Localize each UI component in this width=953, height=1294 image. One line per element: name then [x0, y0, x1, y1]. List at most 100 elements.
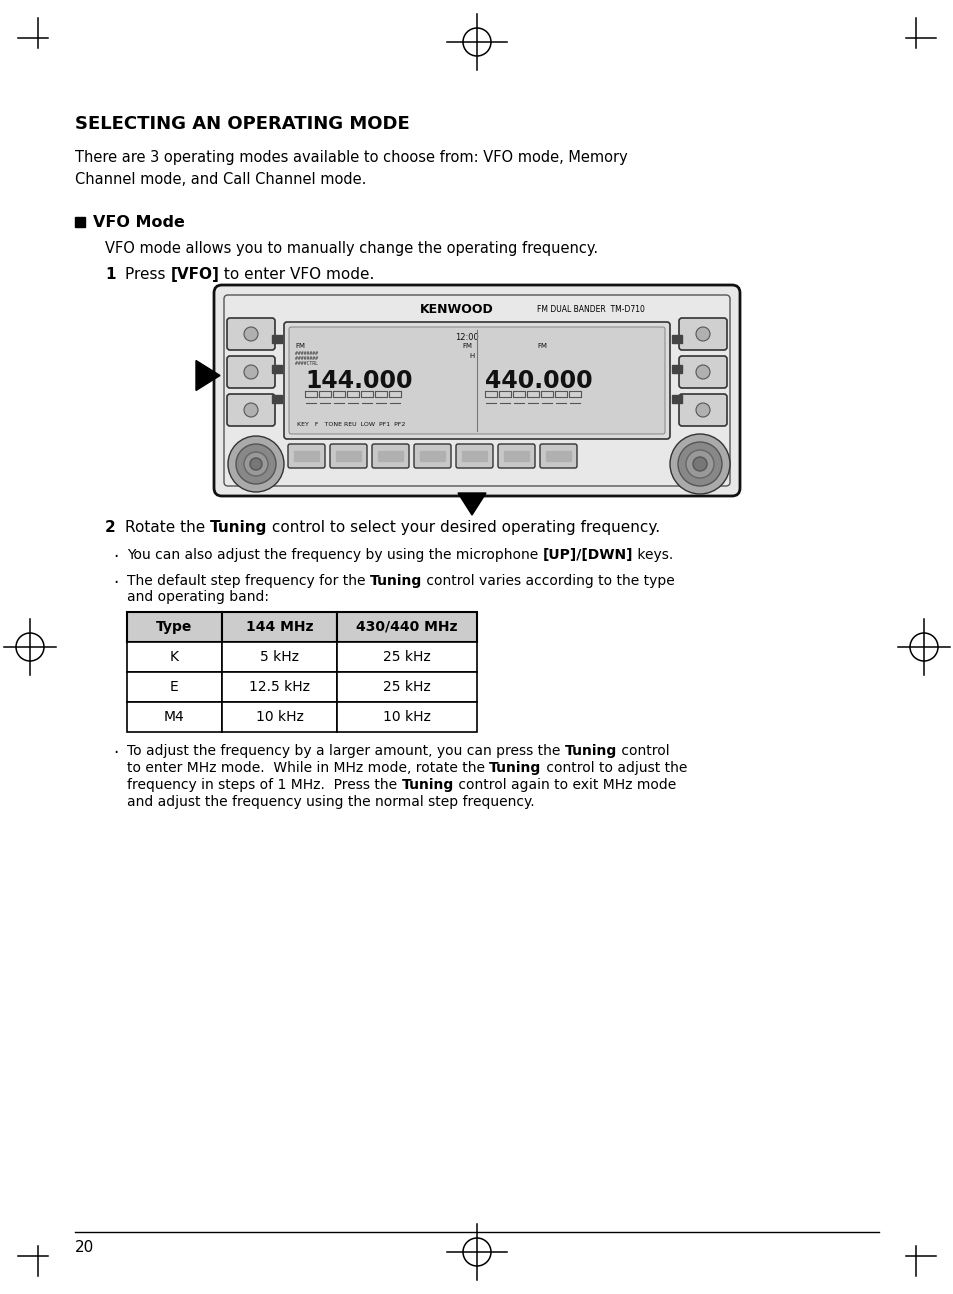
Circle shape [244, 365, 257, 379]
Circle shape [685, 450, 713, 477]
Bar [671, 335, 681, 343]
Text: 2: 2 [105, 520, 115, 534]
Circle shape [235, 444, 275, 484]
Text: K: K [170, 650, 179, 664]
Text: control to select your desired operating frequency.: control to select your desired operating… [267, 520, 659, 534]
Circle shape [228, 436, 284, 492]
Text: Tuning: Tuning [210, 520, 267, 534]
Text: Rotate the: Rotate the [125, 520, 210, 534]
Bar [127, 672, 222, 703]
Text: [UP]/[DWN]: [UP]/[DWN] [542, 547, 633, 562]
Text: E: E [170, 681, 178, 694]
Bar [222, 703, 336, 732]
Bar [377, 452, 402, 461]
FancyBboxPatch shape [227, 318, 274, 349]
FancyBboxPatch shape [497, 444, 535, 468]
Bar [222, 642, 336, 672]
Circle shape [696, 327, 709, 342]
Text: To adjust the frequency by a larger amount, you can press the: To adjust the frequency by a larger amou… [127, 744, 564, 758]
Bar [127, 612, 222, 642]
Text: 20: 20 [75, 1240, 94, 1255]
Circle shape [692, 457, 706, 471]
Bar [336, 703, 476, 732]
FancyBboxPatch shape [679, 318, 726, 349]
Text: [VFO]: [VFO] [171, 267, 219, 282]
Bar [671, 365, 681, 373]
Text: VFO Mode: VFO Mode [92, 215, 185, 230]
Bar [545, 452, 571, 461]
Bar [503, 452, 529, 461]
Text: 25 kHz: 25 kHz [383, 650, 431, 664]
Circle shape [696, 402, 709, 417]
Text: FM: FM [537, 343, 546, 349]
Text: 10 kHz: 10 kHz [383, 710, 431, 725]
Text: 430/440 MHz: 430/440 MHz [355, 620, 457, 634]
Text: 144 MHz: 144 MHz [246, 620, 313, 634]
Text: 1: 1 [105, 267, 115, 282]
Text: to enter VFO mode.: to enter VFO mode. [219, 267, 375, 282]
Text: keys.: keys. [633, 547, 673, 562]
Bar [75, 217, 85, 226]
Bar [336, 642, 476, 672]
FancyBboxPatch shape [213, 285, 740, 496]
Text: VFO mode allows you to manually change the operating frequency.: VFO mode allows you to manually change t… [105, 241, 598, 256]
Bar [127, 703, 222, 732]
Text: H: H [469, 353, 475, 358]
Text: Press: Press [125, 267, 171, 282]
FancyBboxPatch shape [372, 444, 409, 468]
Text: control again to exit MHz mode: control again to exit MHz mode [454, 778, 676, 792]
Text: ########: ######## [294, 356, 317, 361]
Text: FM: FM [461, 343, 472, 349]
Text: 10 kHz: 10 kHz [255, 710, 303, 725]
Text: Type: Type [156, 620, 193, 634]
Bar [335, 452, 360, 461]
FancyBboxPatch shape [227, 356, 274, 388]
Text: KEY   F   TONE REU  LOW  PF1  PF2: KEY F TONE REU LOW PF1 PF2 [296, 422, 405, 427]
Text: There are 3 operating modes available to choose from: VFO mode, Memory
Channel m: There are 3 operating modes available to… [75, 150, 627, 188]
FancyBboxPatch shape [679, 356, 726, 388]
Text: control: control [617, 744, 669, 758]
Circle shape [678, 443, 721, 487]
Circle shape [250, 458, 262, 470]
Text: ########: ######## [294, 351, 317, 356]
Text: You can also adjust the frequency by using the microphone: You can also adjust the frequency by usi… [127, 547, 542, 562]
Text: ·: · [112, 744, 118, 762]
Bar [272, 395, 282, 402]
Text: 12:00: 12:00 [455, 333, 478, 342]
Circle shape [244, 402, 257, 417]
Text: and adjust the frequency using the normal step frequency.: and adjust the frequency using the norma… [127, 795, 534, 809]
FancyBboxPatch shape [288, 444, 325, 468]
Text: M4: M4 [164, 710, 185, 725]
Bar [272, 365, 282, 373]
FancyBboxPatch shape [227, 393, 274, 426]
Text: FM: FM [294, 343, 305, 349]
FancyBboxPatch shape [284, 322, 669, 439]
Bar [671, 395, 681, 402]
Bar [294, 452, 318, 461]
FancyBboxPatch shape [330, 444, 367, 468]
Circle shape [696, 365, 709, 379]
FancyBboxPatch shape [679, 393, 726, 426]
FancyBboxPatch shape [414, 444, 451, 468]
Text: KENWOOD: KENWOOD [419, 303, 494, 316]
FancyBboxPatch shape [539, 444, 577, 468]
Text: Tuning: Tuning [489, 761, 541, 775]
Polygon shape [195, 361, 220, 391]
Text: Tuning: Tuning [564, 744, 617, 758]
Text: 12.5 kHz: 12.5 kHz [249, 681, 310, 694]
Text: Tuning: Tuning [370, 575, 421, 587]
Circle shape [669, 433, 729, 494]
Text: SELECTING AN OPERATING MODE: SELECTING AN OPERATING MODE [75, 115, 410, 133]
Circle shape [244, 327, 257, 342]
Bar [336, 672, 476, 703]
Text: frequency in steps of 1 MHz.  Press the: frequency in steps of 1 MHz. Press the [127, 778, 401, 792]
Text: 440.000: 440.000 [484, 369, 592, 393]
Text: ####CTRL: ####CTRL [294, 361, 317, 366]
FancyBboxPatch shape [289, 327, 664, 433]
Text: 25 kHz: 25 kHz [383, 681, 431, 694]
Text: ·: · [112, 575, 118, 591]
Text: ·: · [112, 547, 118, 565]
Text: control to adjust the: control to adjust the [541, 761, 686, 775]
Circle shape [244, 452, 268, 476]
Text: FM DUAL BANDER  TM-D710: FM DUAL BANDER TM-D710 [537, 305, 644, 314]
